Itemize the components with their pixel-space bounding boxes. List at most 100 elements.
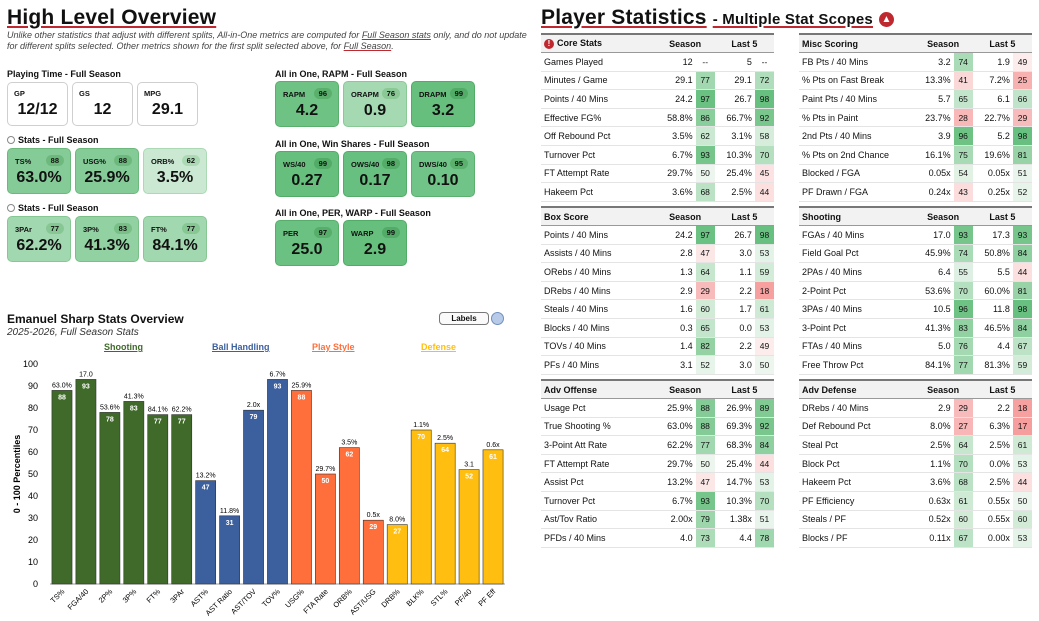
x-tick-label: FT%: [145, 587, 163, 605]
last5-percentile: 18: [754, 281, 774, 301]
table-row: Field Goal Pct 45.9% 74 50.8% 84: [799, 244, 1032, 264]
last5-value: 66.7%: [714, 108, 755, 128]
table-row: PF Drawn / FGA 0.24x 43 0.25x 52: [799, 182, 1032, 202]
metric-card: WARP 99 2.9: [343, 220, 407, 266]
bar-value-label: 31: [226, 520, 234, 527]
season-value: 10.5: [913, 299, 954, 320]
season-percentile: 93: [953, 225, 973, 245]
table-row: 2PAs / 40 Mins 6.4 55 5.5 44: [799, 262, 1032, 282]
y-tick-label: 0: [33, 579, 38, 589]
bar: [434, 442, 456, 585]
metric-card: DRAPM 99 3.2: [411, 81, 475, 127]
last5-value: 60.0%: [972, 281, 1013, 301]
info-icon[interactable]: ▲: [879, 12, 895, 27]
season-value: 45.9%: [913, 244, 954, 264]
bar-value-label: 70: [417, 434, 425, 441]
table-row: FT Attempt Rate 29.7% 50 25.4% 45: [541, 164, 774, 184]
season-percentile: 27: [953, 417, 973, 437]
season-percentile: 70: [953, 454, 973, 474]
last5-value: 4.4: [972, 337, 1013, 357]
row-name: Blocks / PF: [799, 528, 914, 548]
row-name: 3PAs / 40 Mins: [799, 299, 914, 320]
last5-value: 26.7: [714, 89, 755, 109]
legend-shooting: Shooting: [104, 342, 143, 352]
metric-card: ORAPM 76 0.9: [343, 81, 407, 127]
bar-value-label: 29: [369, 524, 377, 531]
row-name: Turnover Pct: [541, 491, 656, 511]
last5-value: 6.1: [972, 89, 1013, 109]
row-name: Ast/Tov Ratio: [541, 510, 656, 530]
last5-value: 10.3%: [714, 491, 755, 511]
table-row: Hakeem Pct 3.6% 68 2.5% 44: [799, 472, 1032, 493]
season-value: 5.7: [913, 89, 954, 109]
bar-value-label: 88: [58, 394, 66, 401]
alert-icon[interactable]: !: [544, 39, 554, 50]
season-value: 62.2%: [655, 435, 696, 455]
row-name: Points / 40 Mins: [541, 225, 656, 245]
metric-card-percentile: 95: [449, 158, 468, 169]
stats-heading-1: Stats - Full Season: [7, 135, 99, 145]
bar-raw-label: 84.1%: [148, 407, 168, 414]
row-name: Blocks / 40 Mins: [541, 318, 656, 338]
bar-value-label: 78: [106, 416, 114, 423]
row-name: 2-Point Pct: [799, 281, 914, 301]
row-name: PF Drawn / FGA: [799, 182, 914, 202]
last5-percentile: 98: [754, 89, 774, 109]
season-percentile: 77: [953, 355, 973, 375]
season-percentile: 55: [953, 262, 973, 282]
labels-toggle-button[interactable]: Labels: [439, 312, 489, 325]
row-name: Steals / 40 Mins: [541, 299, 656, 320]
season-percentile: 64: [953, 435, 973, 455]
last5-percentile: 84: [1012, 318, 1032, 338]
season-value: 0.24x: [913, 182, 954, 202]
metric-card-percentile: 77: [181, 223, 200, 234]
row-name: Steal Pct: [799, 435, 914, 455]
season-percentile: 64: [695, 262, 715, 282]
table-row: ORebs / 40 Mins 1.3 64 1.1 59: [541, 262, 774, 282]
legend-ball-handling: Ball Handling: [212, 342, 270, 352]
last5-value: 2.5%: [972, 472, 1013, 493]
season-percentile: 54: [953, 164, 973, 184]
metric-card: ORB% 62 3.5%: [143, 148, 207, 194]
last5-percentile: 92: [754, 417, 774, 437]
last5-percentile: 44: [754, 454, 774, 474]
table-row: FTAs / 40 Mins 5.0 76 4.4 67: [799, 337, 1032, 357]
col-season: Season: [655, 379, 715, 400]
radio-icon[interactable]: [7, 204, 15, 212]
last5-value: 69.3%: [714, 417, 755, 437]
season-percentile: 60: [695, 299, 715, 320]
bar-value-label: 77: [154, 419, 162, 426]
season-value: 84.1%: [913, 355, 954, 375]
x-tick-label: PF/40: [453, 587, 474, 608]
y-tick-label: 20: [28, 535, 38, 545]
table-row: 2nd Pts / 40 Mins 3.9 96 5.2 98: [799, 126, 1032, 147]
season-value: 1.3: [655, 262, 696, 282]
row-name: Points / 40 Mins: [541, 89, 656, 109]
last5-value: 5.2: [972, 126, 1013, 147]
season-percentile: 50: [695, 164, 715, 184]
last5-value: 3.1%: [714, 126, 755, 147]
season-value: 16.1%: [913, 145, 954, 165]
col-last5: Last 5: [972, 379, 1032, 400]
table-row: Def Rebound Pct 8.0% 27 6.3% 17: [799, 417, 1032, 437]
stat-card: GP 12/12: [7, 82, 68, 126]
last5-value: 10.3%: [714, 145, 755, 165]
season-value: 0.3: [655, 318, 696, 338]
season-percentile: 96: [953, 126, 973, 147]
table-row: Usage Pct 25.9% 88 26.9% 89: [541, 398, 774, 418]
stat-card: MPG 29.1: [137, 82, 198, 126]
bar: [75, 379, 97, 585]
table-row: Minutes / Game 29.1 77 29.1 72: [541, 71, 774, 91]
radio-icon[interactable]: [7, 136, 15, 144]
y-tick-label: 70: [28, 425, 38, 435]
row-name: Field Goal Pct: [799, 244, 914, 264]
bar-value-label: 79: [250, 414, 258, 421]
last5-value: 0.0%: [972, 454, 1013, 474]
toggle-icon[interactable]: [491, 312, 504, 325]
season-percentile: 52: [695, 355, 715, 375]
bar-raw-label: 11.8%: [220, 508, 239, 515]
last5-percentile: 98: [754, 225, 774, 245]
stat-card-value: 29.1: [151, 101, 184, 118]
last5-value: 2.2: [714, 337, 755, 357]
metric-card-label: 3P%: [83, 225, 99, 234]
